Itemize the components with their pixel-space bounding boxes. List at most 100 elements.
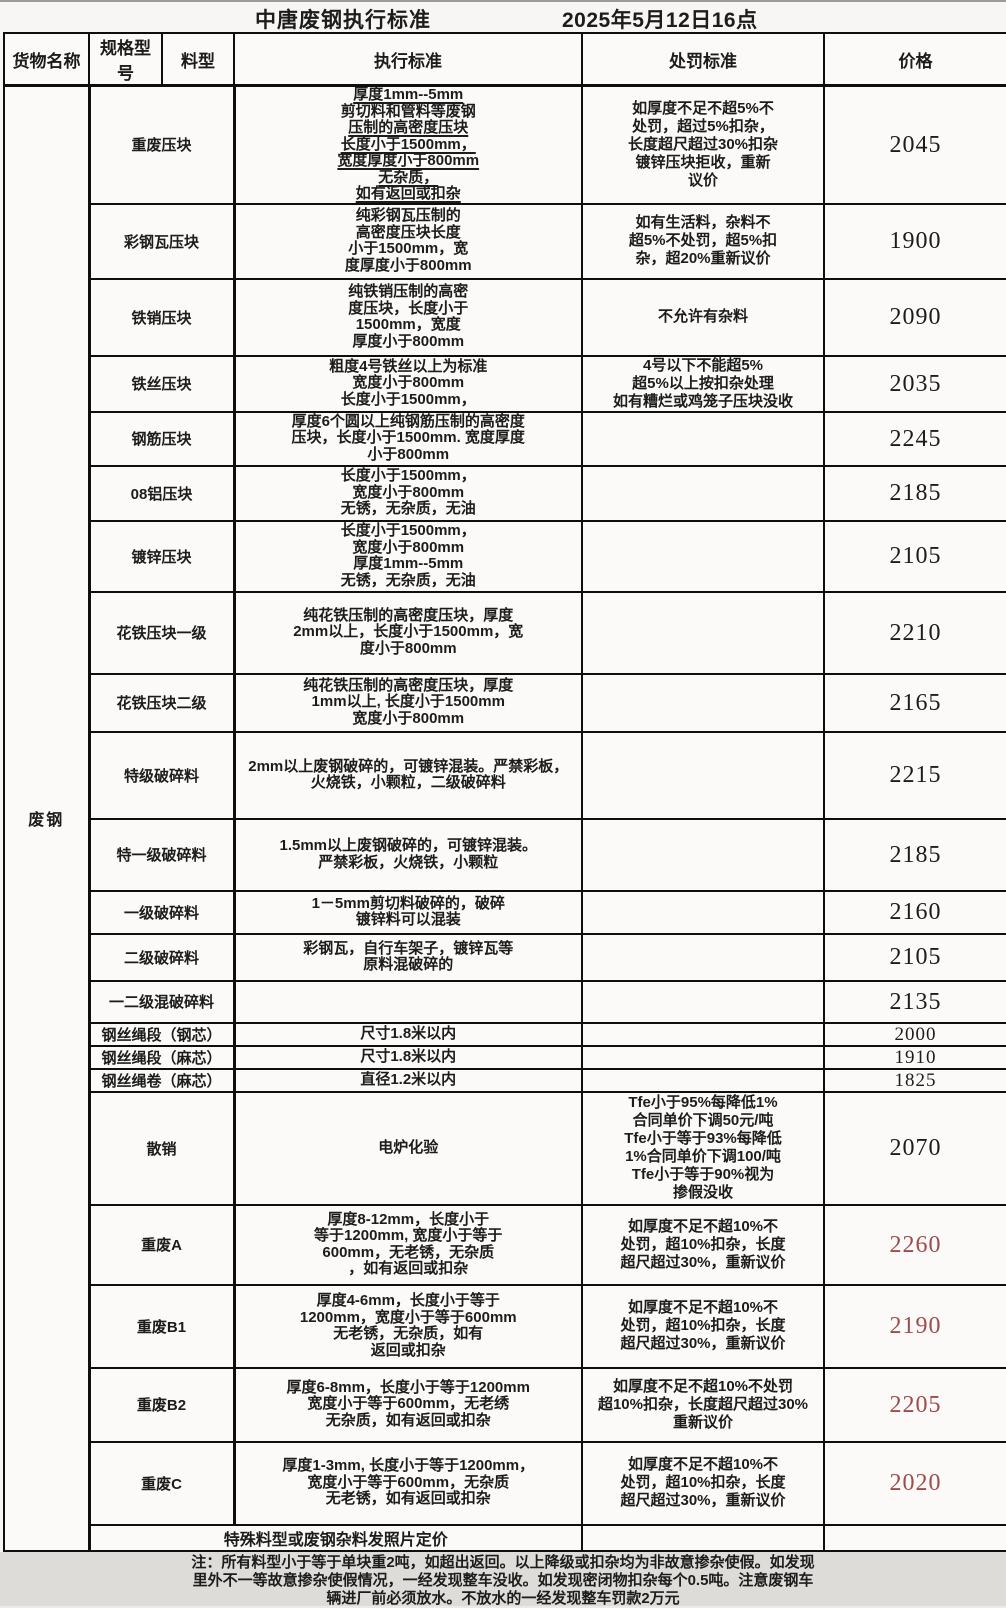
execution-standard-cell: 直径1.2米以内 [232,1067,583,1093]
table-row: 钢丝绳段（钢芯） 尺寸1.8米以内 2000 [4,1021,1006,1047]
table-row: 重废B1 厚度4-6mm，长度小于等于 1200mm，宽度小于等于600mm 无老锈，… [4,1283,1006,1369]
spec-line: 如有返回或扣杂 [355,185,461,202]
spec-line: 宽度小于800mm [352,538,465,556]
penalty-standard-cell [581,1044,825,1070]
material-name-cell: 08铝压块 [88,464,235,522]
table-row: 重废B2 厚度6-8mm，长度小于等于1200mm 宽度小于等于600mm，无老绣无… [4,1366,1006,1443]
execution-standard-cell: 粗度4号铁丝以上为标准 宽度小于800mm 长度小于1500mm， [232,354,583,413]
price-cell: 2190 [823,1283,1006,1369]
title-bar: 中唐废钢执行标准 2025年5月12日16点 [0,2,1006,32]
material-name-cell: 钢丝绳段（钢芯） [88,1021,235,1047]
material-name-cell: 花铁压块一级 [88,590,235,675]
spec-line: 度压块，长度小于 [348,299,469,317]
material-name-cell: 镀锌压块 [88,519,235,593]
spec-line: 2mm以上，长度小于1500mm，宽 [293,623,524,641]
spec-line: 1－5mm剪切料破碎的，破碎 [311,894,505,912]
spec-line: 剪切料和管料等废钢 [340,102,476,120]
price-cell: 2000 [823,1021,1006,1047]
material-name-cell: 重废B1 [88,1283,235,1369]
price-cell: 2160 [823,889,1006,935]
execution-standard-cell: 尺寸1.8米以内 [232,1021,583,1047]
col-header-goods-name: 货物名称 [3,32,90,87]
spec-line: 严禁彩板，火烧铁，小颗粒 [318,853,499,871]
spec-line: 度厚度小于800mm [344,256,472,274]
spec-line: 直径1.2米以内 [360,1070,457,1088]
table-row: 钢丝绳卷（麻芯） 直径1.2米以内 1825 [4,1067,1006,1093]
table-row: 钢筋压块 厚度6个圆以上纯钢筋压制的高密度 压块，长度小于1500mm. 宽度厚度小… [4,410,1006,467]
spec-line: 厚度1mm--5mm [353,86,464,103]
execution-standard-cell: 纯彩钢瓦压制的 高密度压块长度 小于1500mm，宽 度厚度小于800mm [232,202,583,280]
spec-line: 无杂质， [378,168,439,186]
spec-line: 等于1200mm, 宽度小于等于 [314,1227,503,1244]
spec-line: 镀锌料可以混装 [355,911,461,928]
report-datetime: 2025年5月12日16点 [562,9,758,32]
penalty-standard-cell: 如厚度不足不超10%不 处罚，超10%扣杂，长度 超尺超过30%，重新议价 [581,1203,825,1286]
execution-standard-cell: 厚度6个圆以上纯钢筋压制的高密度 压块，长度小于1500mm. 宽度厚度 小于800… [232,410,583,467]
spec-line: 厚度小于800mm [352,332,465,350]
spec-line: 宽度小于800mm [352,374,465,392]
execution-standard-cell: 1－5mm剪切料破碎的，破碎 镀锌料可以混装 [232,889,583,935]
table-row: 重废A 厚度8-12mm，长度小于 等于1200mm, 宽度小于等于 600mm，无老… [4,1203,1006,1286]
price-cell: 2045 [823,84,1006,205]
price-cell: 2090 [823,277,1006,357]
price-cell: 2215 [823,730,1006,820]
spec-line: 1500mm，宽度 [355,316,461,333]
material-name-cell: 彩钢瓦压块 [88,202,235,280]
penalty-standard-cell: 如厚度不足不超5%不 处罚，超过5%扣杂， 长度超尺超过30%扣杂 镀锌压块拒收… [581,84,825,205]
spec-line: 无老锈，无杂质，如有 [333,1325,484,1342]
spec-line: 无锈，无杂质，无油 [340,571,476,589]
material-name-cell: 钢丝绳段（麻芯） [88,1044,235,1070]
price-cell: 1910 [823,1044,1006,1070]
table-row: 散销 电炉化验 Tfe小于95%每降低1% 合同单价下调50元/吨 Tfe小于等于9… [4,1090,1006,1206]
table-row: 一二级混破碎料 2135 [4,979,1006,1024]
execution-standard-cell: 厚度1-3mm, 长度小于等于1200mm， 宽度小于等于600mm，无杂质 无老锈… [232,1440,583,1526]
execution-standard-cell: 彩钢瓦，自行车架子，镀锌瓦等 原料混破碎的 [232,932,583,982]
penalty-standard-cell: 不允许有杂料 [581,277,825,357]
execution-standard-cell: 尺寸1.8米以内 [232,1044,583,1070]
spec-line: 宽度小于800mm [352,709,465,727]
spec-line: 尺寸1.8米以内 [360,1047,457,1065]
material-name-cell: 重废A [88,1203,235,1286]
execution-standard-cell: 1.5mm以上废钢破碎的，可镀锌混装。 严禁彩板，火烧铁，小颗粒 [232,817,583,892]
table-row: 废钢 重废压块 厚度1mm--5mm 剪切料和管料等废钢 压制的高密度压块 长度小于150… [3,84,1006,1552]
price-cell: 2070 [823,1090,1006,1206]
footnote: 注：所有料型小于等于单块重2吨，如超出返回。以上降级或扣杂均为非故意掺杂使假。如… [0,1551,1006,1607]
spec-line: 无老锈，如有返回或扣杂 [325,1490,491,1508]
price-cell: 1825 [823,1067,1006,1093]
execution-standard-cell: 2mm以上废钢破碎的，可镀锌混装。严禁彩板， 火烧铁，小颗粒，二级破碎料 [232,730,583,820]
table-row: 镀锌压块 长度小于1500mm， 宽度小于800mm 厚度1mm--5mm 无锈，无杂质… [4,519,1006,593]
col-header-execution-standard: 执行标准 [233,32,583,87]
material-name-cell: 铁销压块 [88,277,235,357]
penalty-standard-cell: 如厚度不足不超10%不处罚 超10%扣杂，长度超尺超过30% 重新议价 [581,1366,825,1443]
spec-line: 彩钢瓦，自行车架子，镀锌瓦等 [303,939,514,957]
penalty-standard-cell [581,672,825,733]
table-row: 二级破碎料 彩钢瓦，自行车架子，镀锌瓦等 原料混破碎的 2105 [4,932,1006,982]
execution-standard-cell: 厚度4-6mm，长度小于等于 1200mm，宽度小于等于600mm 无老锈，无杂质，… [232,1283,583,1369]
price-cell: 2210 [823,590,1006,675]
penalty-standard-cell: 如厚度不足不超10%不 处罚，超10%扣杂，长度 超尺超过30%，重新议价 [581,1440,825,1526]
execution-standard-cell: 纯花铁压制的高密度压块，厚度 2mm以上，长度小于1500mm，宽 度小于800mm [232,590,583,675]
spec-line: 小于800mm [367,445,450,463]
execution-standard-cell: 纯花铁压制的高密度压块，厚度 1mm以上, 长度小于1500mm 宽度小于800mm [232,672,583,733]
material-name-cell: 散销 [88,1090,235,1206]
price-cell: 2020 [823,1440,1006,1526]
penalty-standard-cell [581,410,825,467]
material-name-cell: 重废C [88,1440,235,1526]
execution-standard-cell: 厚度6-8mm，长度小于等于1200mm 宽度小于等于600mm，无老绣 无杂质，如… [232,1366,583,1443]
spec-line: 度小于800mm [359,639,457,657]
spec-line: 纯花铁压制的高密度压块，厚度 [303,606,514,624]
spec-line: 厚度6个圆以上纯钢筋压制的高密度 [291,412,525,430]
penalty-standard-cell [581,979,825,1024]
penalty-standard-cell [581,1067,825,1093]
spec-line: 1200mm，宽度小于等于600mm [299,1308,517,1326]
spec-line: 高密度压块长度 [355,223,461,241]
special-pricing-row: 特殊料型或废钢杂料发照片定价 [4,1523,1006,1552]
table-row: 花铁压块二级 纯花铁压制的高密度压块，厚度 1mm以上, 长度小于1500mm 宽度小… [4,672,1006,733]
spec-line: 压块，长度小于1500mm. 宽度厚度 [291,429,525,447]
table-row: 08铝压块 长度小于1500mm， 宽度小于800mm 无锈，无杂质，无油 2185 [4,464,1006,522]
material-name-cell: 钢筋压块 [88,410,235,467]
spec-line: 厚度8-12mm，长度小于 [327,1210,490,1228]
special-pricing-cell: 特殊料型或废钢杂料发照片定价 [87,1523,583,1552]
spec-line: 长度小于1500mm， [340,522,476,539]
spec-line: 返回或扣杂 [370,1341,446,1359]
